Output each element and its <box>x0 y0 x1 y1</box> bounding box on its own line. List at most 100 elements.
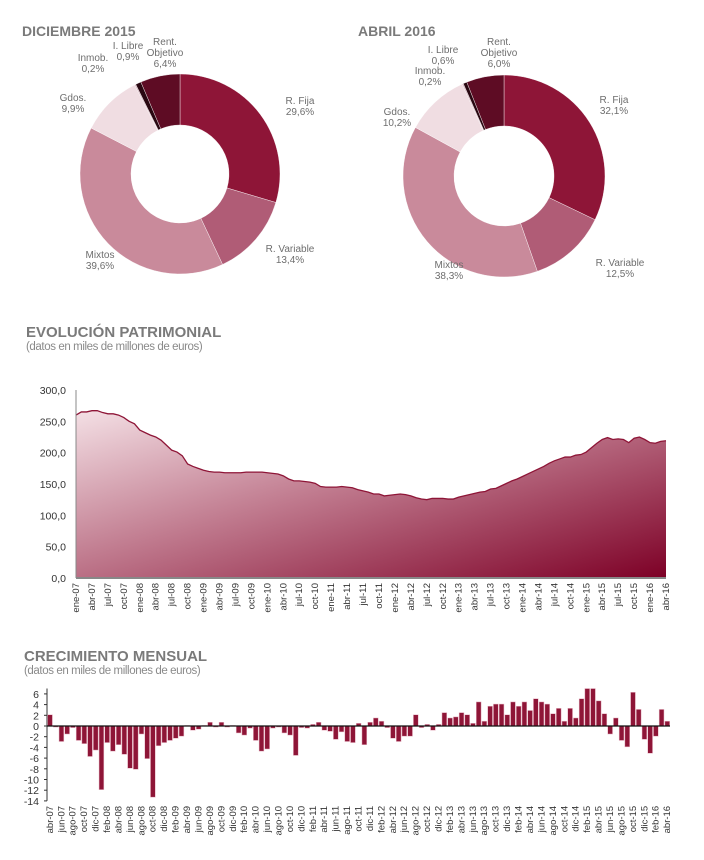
bar <box>338 725 345 733</box>
x-tick-label: jun-12 <box>399 806 410 833</box>
bar <box>630 692 636 727</box>
bar <box>190 725 196 731</box>
x-tick-label: abr-16 <box>662 806 673 833</box>
donut-slice <box>140 73 181 130</box>
x-tick-label: oct-14 <box>559 806 570 832</box>
bar <box>344 725 350 742</box>
bar <box>144 725 150 759</box>
bar <box>653 725 659 737</box>
x-tick-label: oct-13 <box>491 806 502 832</box>
bar <box>573 717 579 727</box>
x-tick-label: ene-09 <box>199 583 210 613</box>
x-tick-label: jun-10 <box>262 806 273 833</box>
bar <box>521 701 528 727</box>
x-tick-label: jul-07 <box>103 583 114 607</box>
donut-slice <box>402 127 538 278</box>
x-tick-label: abr-08 <box>113 806 124 833</box>
y-tick-label: 50,0 <box>46 542 67 554</box>
bar <box>493 703 499 727</box>
bar <box>613 717 619 727</box>
slice-value: 0,2% <box>82 64 105 75</box>
bar <box>127 725 133 769</box>
bar <box>481 720 488 727</box>
x-tick-label: ago-08 <box>136 806 147 836</box>
x-tick-label: jul-15 <box>613 583 624 607</box>
x-tick-label: oct-12 <box>438 583 449 609</box>
slice-label: Inmob. 0,2% <box>78 53 109 75</box>
x-tick-label: feb-08 <box>102 806 113 833</box>
x-tick-label: dic-15 <box>639 806 650 832</box>
x-tick-label: jul-11 <box>358 583 369 607</box>
x-tick-label: jul-09 <box>230 583 241 607</box>
bar <box>556 708 562 727</box>
y-tick-label: -14 <box>24 796 39 808</box>
x-tick-label: abr-11 <box>319 806 330 833</box>
bar <box>121 725 127 755</box>
x-tick-label: jun-07 <box>56 806 67 833</box>
x-tick-label: ago-14 <box>548 806 559 836</box>
bar <box>281 725 288 734</box>
slice-label: I. Libre 0,9% <box>113 41 144 63</box>
slice-label-text: R. Variable <box>266 244 315 255</box>
slice-value: 0,2% <box>419 77 442 88</box>
bar <box>527 710 533 727</box>
x-tick-label: dic-14 <box>571 806 582 832</box>
donut-title: DICIEMBRE 2015 <box>22 23 136 39</box>
bar <box>590 688 596 727</box>
slice-value: 32,1% <box>600 106 628 117</box>
slice-label: R. Fija 32,1% <box>600 95 629 117</box>
slice-label: Mixtos 38,3% <box>435 260 464 282</box>
x-tick-label: ago-10 <box>273 806 284 836</box>
y-tick-label: 6 <box>33 689 39 701</box>
x-tick-label: abr-10 <box>251 806 262 833</box>
bar <box>584 688 590 727</box>
donut-slice <box>79 127 223 275</box>
slice-label: R. Fija 29,6% <box>286 96 315 118</box>
x-tick-label: jun-15 <box>605 806 616 833</box>
x-tick-label: abr-12 <box>406 583 417 610</box>
x-tick-label: abr-12 <box>388 806 399 833</box>
bar <box>104 725 110 743</box>
slice-label: Gdos. 9,9% <box>60 93 87 115</box>
bar <box>138 725 145 735</box>
x-tick-label: ene-08 <box>135 583 146 613</box>
x-tick-label: abr-09 <box>215 583 226 610</box>
bar <box>98 725 105 790</box>
bar <box>401 725 408 737</box>
x-tick-label: jul-14 <box>549 583 560 607</box>
slice-label-text: Inmob. <box>415 66 446 77</box>
bar <box>538 701 545 727</box>
bar <box>413 714 419 727</box>
slice-value: 29,6% <box>286 107 314 118</box>
slice-label: R. Variable 13,4% <box>266 244 315 266</box>
bar-chart-title: CRECIMIENTO MENSUAL <box>24 648 207 665</box>
x-tick-label: oct-12 <box>422 806 433 832</box>
x-tick-label: oct-15 <box>628 806 639 832</box>
slice-value: 12,5% <box>606 269 634 280</box>
slice-label-text: Mixtos <box>86 250 115 261</box>
slice-value: 6,4% <box>154 59 177 70</box>
bar <box>390 725 396 739</box>
bar <box>458 712 465 727</box>
slice-value: 9,9% <box>62 104 85 115</box>
y-tick-label: -2 <box>30 732 39 744</box>
x-tick-label: jul-10 <box>294 583 305 607</box>
slice-value: 13,4% <box>276 255 304 266</box>
bar <box>75 725 82 741</box>
x-tick-label: feb-10 <box>239 806 250 833</box>
x-tick-label: dic-12 <box>434 806 445 832</box>
bar <box>647 725 653 754</box>
x-tick-label: dic-08 <box>159 806 170 832</box>
donut-slice <box>179 73 281 203</box>
bar <box>567 708 573 727</box>
bar <box>350 725 356 743</box>
bar <box>476 701 482 727</box>
bar <box>253 725 259 741</box>
slice-label-text: R. Variable <box>596 258 645 269</box>
bar <box>550 713 556 727</box>
x-tick-label: dic-11 <box>365 806 376 831</box>
area-fill <box>76 410 666 578</box>
slice-label-text: R. Fija <box>600 95 629 106</box>
bar <box>498 703 505 727</box>
